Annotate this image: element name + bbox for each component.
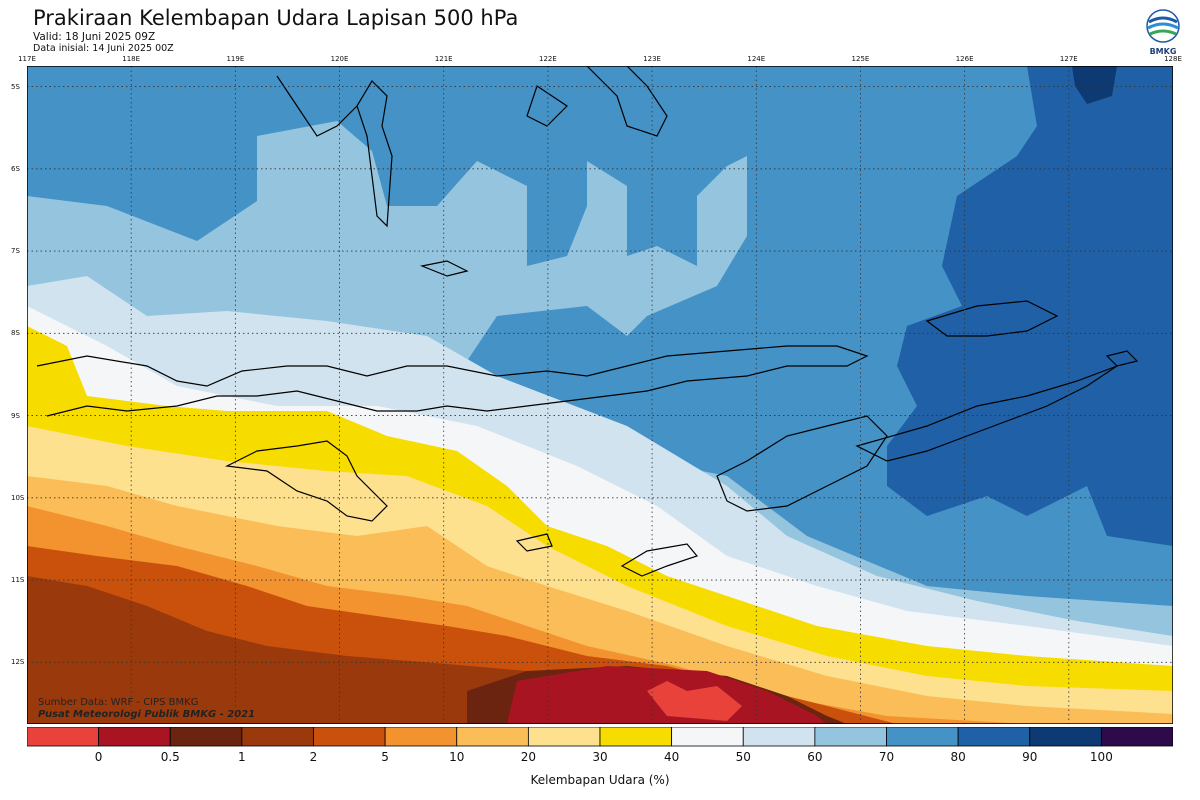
colorbar-segment [169,727,243,747]
colorbar-label: 30 [592,750,608,764]
colorbar-segment [313,727,386,747]
colorbar-label: 90 [1022,750,1038,764]
svg-text:BMKG: BMKG [1150,47,1177,56]
colorbar-label: 70 [878,750,895,764]
colorbar-segment [1100,727,1173,747]
colorbar-label: 5 [381,750,389,764]
humidity-map [27,66,1173,724]
colorbar-label: 60 [807,750,823,764]
lon-tick-label: 121E [434,55,453,63]
lat-tick-label: 11S [11,576,25,585]
organization-credit: Pusat Meteorologi Publik BMKG - 2021 [38,709,256,720]
colorbar-segment [1029,727,1102,747]
colorbar-segment [456,727,529,747]
lat-tick-label: 6S [11,164,20,173]
colorbar-label: 1 [238,750,246,764]
lat-tick-label: 8S [11,329,20,338]
colorbar [27,727,1173,747]
lat-tick-label: 5S [11,82,20,91]
colorbar-label: 100 [1089,750,1113,764]
lon-tick-label: 126E [955,55,974,63]
valid-time: Valid: 18 Juni 2025 09Z [33,31,156,43]
colorbar-segment [98,727,171,747]
colorbar-label: 20 [520,750,537,764]
colorbar-segment [527,727,601,747]
lon-tick-label: 118E [122,55,141,63]
colorbar-label: 50 [735,750,751,764]
colorbar-segment [814,727,887,747]
lon-tick-label: 122E [539,55,557,63]
colorbar-segment [384,727,458,747]
initial-data-time: Data inisial: 14 Juni 2025 00Z [33,43,174,54]
lat-tick-label: 7S [11,247,20,256]
colorbar-segment [671,727,744,747]
lon-tick-label: 119E [226,55,245,63]
colorbar-segment [742,727,816,747]
band-70-80-patch [122,158,177,188]
colorbar-segment [886,727,959,747]
lat-tick-label: 10S [11,493,25,502]
colorbar-title: Kelembapan Udara (%) [530,773,670,787]
lat-tick-label: 12S [11,658,25,667]
lon-tick-label: 124E [747,55,766,63]
bmkg-logo-icon: BMKG [1146,9,1180,56]
lat-tick-label: 9S [11,411,20,420]
lon-tick-label: 128E [1164,55,1182,63]
page-title: Prakiraan Kelembapan Udara Lapisan 500 h… [33,6,519,30]
colorbar-label: 10 [449,750,465,764]
lon-tick-label: 127E [1059,55,1078,63]
lon-tick-label: 117E [18,55,36,63]
colorbar-segment [599,727,673,747]
colorbar-label: 2 [309,750,318,764]
coastlines [36,66,1139,577]
lon-tick-label: 123E [643,55,661,63]
colorbar-label: 0 [94,750,103,764]
gridlines [27,66,1173,724]
lon-tick-label: 120E [330,55,349,63]
colorbar-segment [27,727,100,747]
colorbar-segment [957,727,1031,747]
band-0 [647,681,742,721]
lon-tick-label: 125E [851,55,870,63]
colorbar-label: 0.5 [160,750,180,764]
colorbar-label: 40 [663,750,680,764]
colorbar-label: 80 [950,750,966,764]
band-90-100 [1072,66,1117,104]
colorbar-segment [241,727,314,747]
data-source: Sumber Data: WRF - CIPS BMKG [38,697,199,708]
